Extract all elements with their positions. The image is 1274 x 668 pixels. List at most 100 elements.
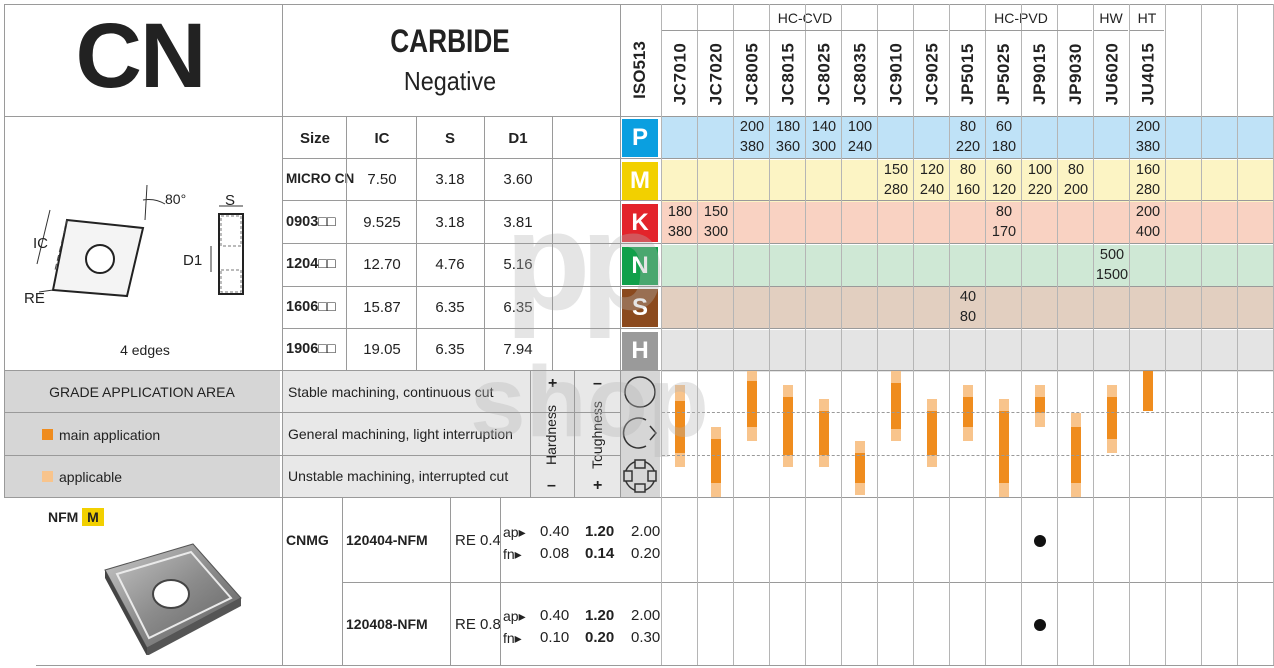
ic-label: IC (33, 235, 48, 252)
grade-label: JC9025 (922, 42, 941, 106)
grade-label: JP9015 (1030, 43, 1049, 105)
angle-label: 80° (165, 191, 187, 207)
main-application-bar (891, 383, 901, 429)
speed-lower: 200 (1063, 181, 1089, 198)
applicable-bar (927, 455, 937, 467)
grade-col-line (805, 4, 806, 665)
speed-lower: 240 (847, 139, 873, 155)
speed-upper: 100 (1027, 161, 1053, 178)
fn-value: 0.20 (631, 545, 661, 562)
speed-upper: 60 (995, 119, 1013, 135)
h-line (4, 497, 1274, 498)
ap-label: ap▸ (503, 524, 526, 540)
speed-upper: 180 (775, 119, 801, 135)
recommended-grade-marker (1034, 535, 1046, 547)
size-cell-s: 3.18 (435, 171, 465, 188)
chipbreaker-badge: M (82, 508, 104, 526)
applicable-bar (927, 399, 937, 411)
grade-label: JC8025 (814, 42, 833, 106)
size-header-ic: IC (374, 130, 390, 147)
applicable-bar (675, 453, 685, 467)
speed-lower: 170 (991, 224, 1017, 240)
applicable-bar (999, 483, 1009, 497)
speed-upper: 80 (959, 161, 977, 178)
chipbreaker-name: NFM (48, 509, 79, 525)
iso-label: ISO513 (622, 30, 658, 110)
size-cell-s: 4.76 (435, 256, 465, 274)
speed-lower: 300 (703, 224, 729, 240)
h-line (282, 200, 1274, 201)
side-view (210, 205, 244, 295)
h-line (1094, 30, 1128, 31)
v-line (342, 497, 343, 665)
size-cell-ic: 15.87 (363, 298, 401, 316)
size-cell-ic: 19.05 (363, 341, 401, 359)
grade-col-jc9025: JC9025 (914, 34, 950, 114)
continuous-cut-icon (624, 376, 656, 408)
applicable-bar (1071, 483, 1081, 497)
applicable-label: applicable (59, 469, 123, 485)
ap-value: 0.40 (540, 523, 570, 540)
grade-label: JP9030 (1066, 43, 1085, 105)
v-line (282, 497, 283, 665)
v-line (282, 4, 283, 497)
speed-lower: 280 (1135, 181, 1161, 198)
grade-label: JP5025 (994, 43, 1013, 105)
applicable-bar (1071, 413, 1081, 427)
speed-upper: 60 (995, 161, 1013, 178)
applicable-bar (1035, 413, 1045, 427)
main-application-label: main application (59, 427, 161, 443)
grade-label: JC7010 (670, 42, 689, 106)
h-line (4, 455, 620, 456)
applicable-bar (1107, 439, 1117, 453)
grade-col-jc7010: JC7010 (662, 34, 698, 114)
speed-lower: 160 (955, 181, 981, 198)
cut-type-icons (622, 376, 657, 493)
insert-outline (51, 218, 145, 298)
size-cell-s: 6.35 (435, 341, 465, 359)
dash-line-upper (662, 412, 1274, 413)
speed-upper: 200 (1135, 119, 1161, 135)
grade-col-line (913, 4, 914, 665)
h-line (1130, 30, 1164, 31)
main-application-bar (711, 439, 721, 483)
grade-col-line (985, 4, 986, 665)
h-line (950, 30, 1092, 31)
grade-label: JC8035 (850, 42, 869, 106)
watermark-shop: shop (470, 346, 709, 458)
v-line (416, 116, 417, 370)
grade-col-line (1129, 4, 1130, 665)
main-application-bar (747, 381, 757, 427)
applicable-bar (711, 483, 721, 497)
grade-col-jp5025: JP5025 (986, 34, 1022, 114)
applicable-bar (891, 429, 901, 441)
size-cell-d1: 6.35 (503, 298, 533, 316)
size-cell-size: 1606□□ (286, 298, 336, 315)
size-cell-size: 1906□□ (286, 341, 336, 358)
condition-general: General machining, light interruption (288, 426, 513, 442)
application-area-title: GRADE APPLICATION AREA (49, 384, 235, 400)
size-cell-size: MICRO CN (286, 171, 355, 186)
applicable-swatch (42, 471, 53, 482)
speed-lower: 80 (959, 309, 977, 325)
material-s: S (622, 289, 658, 327)
grade-label: JC8005 (742, 42, 761, 106)
speed-lower: 380 (1135, 139, 1161, 155)
applicable-bar (747, 371, 757, 381)
h-line (4, 116, 1274, 117)
nose-radius: RE 0.4 (455, 532, 501, 549)
v-line (484, 116, 485, 370)
grade-col-jc8015: JC8015 (770, 34, 806, 114)
grade-col-line (949, 4, 950, 665)
speed-lower: 1500 (1095, 266, 1129, 283)
h-line (4, 4, 1274, 5)
insert-type: Negative (403, 66, 497, 96)
hardness-plus: + (548, 375, 558, 392)
grade-col-jc8035: JC8035 (842, 34, 878, 114)
size-cell-d1: 3.60 (503, 171, 533, 188)
speed-lower: 380 (667, 224, 693, 240)
applicable-bar (783, 455, 793, 467)
size-header-d1: D1 (508, 130, 528, 147)
speed-upper: 160 (1135, 161, 1161, 178)
s-label: S (225, 192, 236, 209)
